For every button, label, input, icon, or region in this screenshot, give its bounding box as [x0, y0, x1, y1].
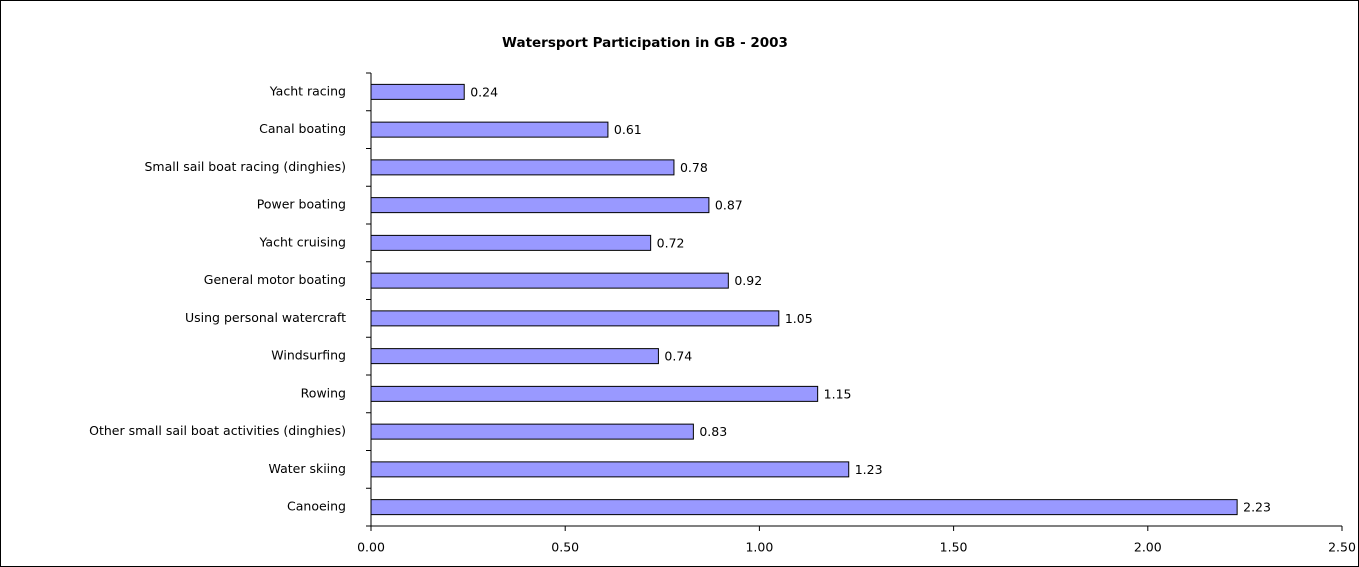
bar [370, 385, 819, 402]
y-tick-label: Yacht racing [269, 83, 346, 98]
x-tick-label: 1.50 [940, 540, 968, 555]
x-tick-label: 1.00 [745, 540, 773, 555]
data-label: 0.87 [715, 198, 743, 213]
data-label: 1.23 [855, 462, 883, 477]
y-tick-label: Other small sail boat activities (dinghi… [89, 423, 346, 438]
x-tick-label: 2.50 [1328, 540, 1356, 555]
data-label: 0.74 [664, 349, 692, 364]
data-label: 0.61 [614, 122, 642, 137]
y-tick-label: Canal boating [259, 121, 346, 136]
y-tick-label: Using personal watercraft [185, 310, 346, 325]
bar [370, 461, 850, 478]
data-label: 1.15 [824, 386, 852, 401]
data-label: 0.78 [680, 160, 708, 175]
bar [370, 272, 729, 289]
x-tick-label: 2.00 [1134, 540, 1162, 555]
x-tick-label: 0.00 [357, 540, 385, 555]
x-tick-label: 0.50 [551, 540, 579, 555]
bar [370, 83, 465, 100]
data-label: 0.83 [699, 424, 727, 439]
bar [370, 348, 659, 365]
data-label: 1.05 [785, 311, 813, 326]
bar [370, 121, 609, 138]
data-label: 0.92 [734, 273, 762, 288]
y-tick-label: Yacht cruising [259, 234, 347, 249]
y-tick-label: Windsurfing [271, 348, 346, 363]
y-tick-label: Rowing [301, 385, 346, 400]
data-label: 0.24 [470, 84, 498, 99]
bar [370, 310, 780, 327]
bar [370, 197, 710, 214]
bar [370, 234, 652, 251]
data-label: 2.23 [1243, 500, 1271, 515]
bar [370, 499, 1238, 516]
chart-title: Watersport Participation in GB - 2003 [502, 35, 788, 51]
y-tick-label: Small sail boat racing (dinghies) [145, 159, 347, 174]
data-label: 0.72 [657, 235, 685, 250]
y-tick-label: Power boating [257, 197, 346, 212]
y-tick-label: General motor boating [204, 272, 346, 287]
y-tick-label: Canoeing [287, 499, 346, 514]
y-tick-label: Water skiing [269, 461, 346, 476]
bar [370, 159, 675, 176]
bar [370, 423, 694, 440]
